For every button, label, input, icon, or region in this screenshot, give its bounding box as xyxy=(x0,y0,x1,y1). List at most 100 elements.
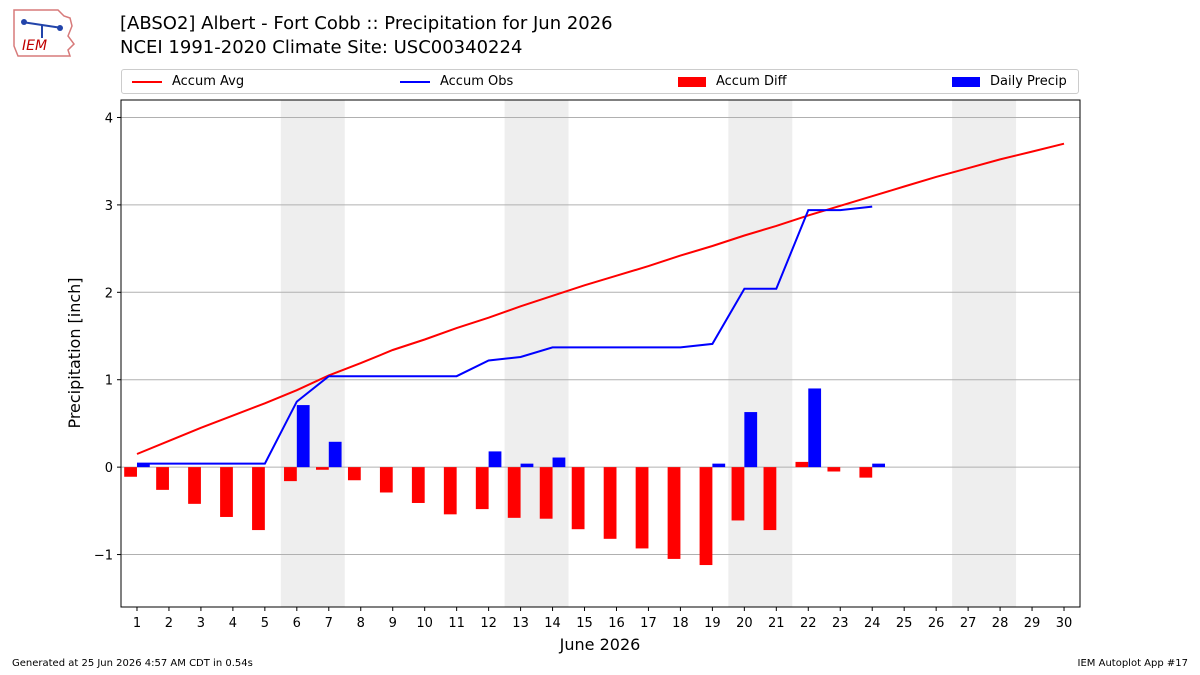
diff-bar-day-5 xyxy=(252,467,265,531)
weekend-band-0 xyxy=(280,100,345,607)
weekend-band-2 xyxy=(728,100,793,607)
x-tick-label-18: 18 xyxy=(672,616,689,631)
legend-label-diff: Accum Diff xyxy=(716,74,787,89)
legend-swatch-daily xyxy=(952,76,980,87)
x-tick-label-11: 11 xyxy=(448,616,465,631)
app-note: IEM Autoplot App #17 xyxy=(1077,658,1188,669)
daily-bar-day-14 xyxy=(552,457,566,468)
weekend-band-3 xyxy=(952,100,1017,607)
legend-swatch-obs xyxy=(400,80,430,83)
daily-bar-day-22 xyxy=(808,388,822,468)
y-tick-label-2: 1 xyxy=(105,374,113,389)
diff-bar-day-10 xyxy=(411,467,425,503)
y-tick-label-4: 3 xyxy=(105,199,113,214)
diff-bar-day-3 xyxy=(188,467,201,504)
legend-swatch-diff xyxy=(678,76,706,87)
title-line-1: [ABSO2] Albert - Fort Cobb :: Precipitat… xyxy=(120,13,613,34)
diff-bar-day-7 xyxy=(315,467,329,470)
x-tick-label-27: 27 xyxy=(960,616,977,631)
legend-accum-avg: Accum Avg xyxy=(132,74,244,89)
daily-bar-day-24 xyxy=(872,463,886,468)
diff-bar-day-4 xyxy=(220,467,233,517)
grid-lines xyxy=(121,116,1080,556)
diff-bar-day-22 xyxy=(795,461,809,468)
x-tick-label-6: 6 xyxy=(293,616,301,631)
x-tick-label-20: 20 xyxy=(736,616,753,631)
generated-note: Generated at 25 Jun 2026 4:57 AM CDT in … xyxy=(12,658,253,669)
diff-bar-day-12 xyxy=(475,467,489,510)
legend: Accum Avg Accum Obs Accum Diff Daily Pre… xyxy=(121,69,1079,94)
x-tick-label-29: 29 xyxy=(1024,616,1041,631)
legend-label-daily: Daily Precip xyxy=(990,74,1067,89)
y-tick-label-5: 4 xyxy=(105,111,113,126)
x-tick-label-13: 13 xyxy=(512,616,529,631)
legend-accum-obs: Accum Obs xyxy=(400,74,513,89)
legend-label-obs: Accum Obs xyxy=(440,74,514,89)
y-axis-label: Precipitation [inch] xyxy=(65,277,84,428)
chart-title: [ABSO2] Albert - Fort Cobb :: Precipitat… xyxy=(120,12,613,60)
diff-bar-day-14 xyxy=(539,467,553,519)
weekend-band-1 xyxy=(504,100,569,607)
x-tick-label-3: 3 xyxy=(197,616,205,631)
diff-bar-day-8 xyxy=(347,467,361,481)
accum-avg-line xyxy=(136,142,1065,455)
x-tick-label-1: 1 xyxy=(133,616,141,631)
iem-logo: IEM xyxy=(13,9,75,57)
daily-bar-day-13 xyxy=(520,463,534,468)
title-line-2: NCEI 1991-2020 Climate Site: USC00340224 xyxy=(120,37,523,58)
x-tick-label-2: 2 xyxy=(165,616,173,631)
plot-frame xyxy=(120,99,1081,608)
accum-obs-line xyxy=(137,205,873,465)
diff-bar-day-2 xyxy=(156,467,169,490)
diff-bar-day-15 xyxy=(571,467,585,530)
x-tick-label-22: 22 xyxy=(800,616,817,631)
diff-bar-day-9 xyxy=(379,467,393,493)
x-tick-label-21: 21 xyxy=(768,616,785,631)
weekend-shading xyxy=(280,100,1017,607)
y-tick-label-0: −1 xyxy=(94,549,113,564)
daily-bar-day-7 xyxy=(328,441,342,468)
diff-bar-day-23 xyxy=(827,467,841,472)
bar-series xyxy=(124,388,886,566)
diff-bar-day-21 xyxy=(763,467,777,531)
x-tick-label-8: 8 xyxy=(357,616,365,631)
x-tick-label-28: 28 xyxy=(992,616,1009,631)
x-tick-label-30: 30 xyxy=(1056,616,1073,631)
x-tick-label-19: 19 xyxy=(704,616,721,631)
daily-bar-day-1 xyxy=(136,463,150,468)
x-tick-label-23: 23 xyxy=(832,616,849,631)
x-tick-label-7: 7 xyxy=(325,616,333,631)
y-tick-label-3: 2 xyxy=(105,286,113,301)
diff-bar-day-11 xyxy=(443,467,457,515)
legend-swatch-avg xyxy=(132,80,162,83)
y-tick-label-1: 0 xyxy=(105,461,113,476)
daily-bar-day-19 xyxy=(712,463,726,468)
x-tick-label-12: 12 xyxy=(480,616,497,631)
x-tick-label-10: 10 xyxy=(416,616,433,631)
diff-bar-day-20 xyxy=(731,467,745,521)
legend-accum-diff: Accum Diff xyxy=(678,74,787,89)
x-tick-label-9: 9 xyxy=(389,616,397,631)
x-tick-label-14: 14 xyxy=(544,616,561,631)
diff-bar-day-19 xyxy=(699,467,713,566)
diff-bar-day-24 xyxy=(859,467,873,478)
legend-daily-precip: Daily Precip xyxy=(952,74,1067,89)
x-tick-label-15: 15 xyxy=(576,616,593,631)
x-tick-label-5: 5 xyxy=(261,616,269,631)
legend-label-avg: Accum Avg xyxy=(172,74,245,89)
daily-bar-day-6 xyxy=(296,405,310,468)
daily-bar-day-20 xyxy=(744,412,758,468)
x-tick-label-17: 17 xyxy=(640,616,657,631)
x-axis-label: June 2026 xyxy=(559,635,641,654)
diff-bar-day-1 xyxy=(124,467,137,477)
diff-bar-day-6 xyxy=(284,467,297,482)
daily-bar-day-12 xyxy=(488,451,502,468)
x-tick-label-26: 26 xyxy=(928,616,945,631)
x-tick-label-4: 4 xyxy=(229,616,237,631)
x-tick-label-25: 25 xyxy=(896,616,913,631)
diff-bar-day-16 xyxy=(603,467,617,539)
logo-text: IEM xyxy=(22,38,47,54)
diff-bar-day-17 xyxy=(635,467,649,549)
